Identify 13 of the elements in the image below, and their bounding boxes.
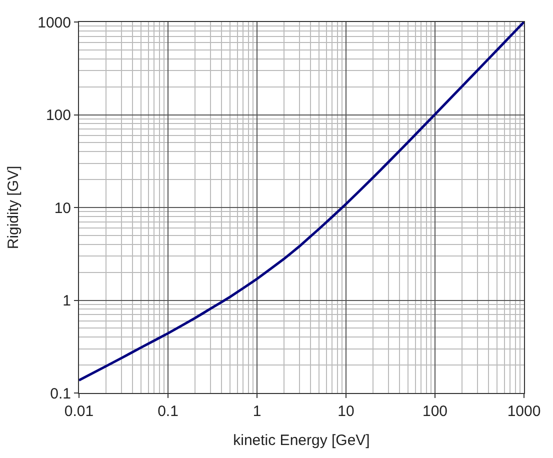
y-tick-label: 100 bbox=[46, 107, 71, 124]
x-tick-label: 1000 bbox=[507, 403, 541, 420]
x-axis-title: kinetic Energy [GeV] bbox=[233, 432, 370, 449]
x-tick-label: 0.1 bbox=[158, 403, 178, 420]
x-tick-label: 10 bbox=[338, 403, 354, 420]
y-tick-label: 1 bbox=[62, 292, 71, 310]
x-tick-label: 0.01 bbox=[64, 403, 94, 420]
y-tick-label: 10 bbox=[54, 200, 71, 217]
x-tick-label: 1 bbox=[252, 403, 262, 420]
y-tick-label: 1000 bbox=[38, 14, 71, 32]
y-tick-label: 0.1 bbox=[50, 385, 71, 402]
y-axis-title: Rigidity [GV] bbox=[4, 166, 22, 250]
x-tick-label: 100 bbox=[422, 403, 448, 420]
